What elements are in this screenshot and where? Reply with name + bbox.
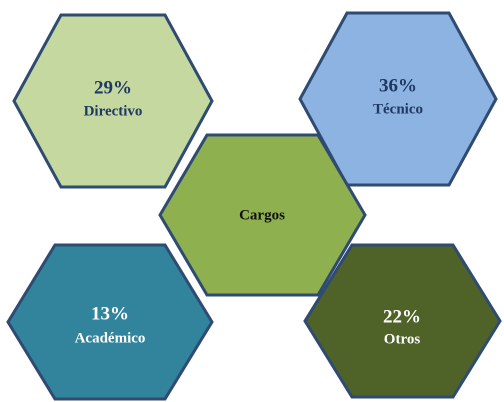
node-directivo: 29% Directivo [12,13,214,189]
node-value: 36% [379,75,417,96]
node-otros: 22% Otros [303,243,502,399]
node-value: 29% [94,77,132,98]
hexagon [12,13,214,189]
node-value: 13% [91,303,129,324]
hexagon [6,243,214,401]
node-label: Otros [384,331,421,347]
node-tecnico: 36% Técnico [298,11,498,187]
node-label: Técnico [373,101,423,117]
hexagon [158,133,367,297]
hexagon [303,243,502,399]
node-academico: 13% Académico [6,243,214,401]
node-label: Directivo [84,103,143,119]
center-node: Cargos [158,133,367,297]
node-value: 22% [383,306,421,327]
node-label: Académico [75,330,146,346]
center-label: Cargos [239,207,285,223]
hexagon [298,11,498,187]
